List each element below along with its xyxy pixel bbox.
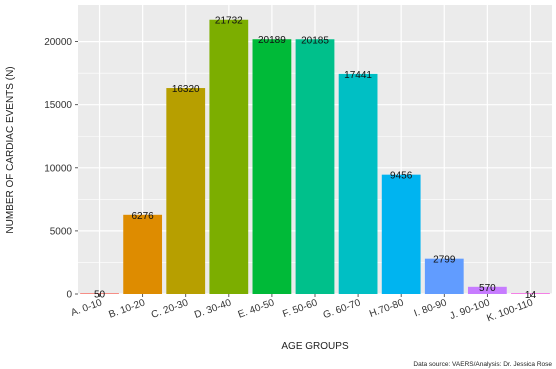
bar-9 bbox=[424, 258, 464, 294]
x-tick-label: K. 100-110 bbox=[485, 297, 534, 324]
x-tick-label: J. 90-100 bbox=[448, 297, 491, 322]
data-label-9: 2799 bbox=[433, 255, 456, 266]
data-label-3: 16320 bbox=[172, 84, 200, 95]
x-axis: A. 0-10 B. 10-20 C. 20-30 D. 30-40 E. 40-50 F… bbox=[70, 294, 535, 324]
data-label-10: 570 bbox=[479, 283, 496, 294]
x-tick-label: G. 60-70 bbox=[322, 297, 363, 321]
x-tick-label: A. 0-10 bbox=[70, 297, 104, 319]
x-tick-label: C. 20-30 bbox=[150, 297, 190, 321]
data-label-7: 17441 bbox=[344, 70, 372, 81]
bar-11 bbox=[511, 293, 550, 294]
bar-6 bbox=[295, 39, 335, 295]
data-label-8: 9456 bbox=[390, 171, 413, 182]
x-tick-label: I. 80-90 bbox=[413, 297, 449, 319]
bar-7 bbox=[338, 73, 378, 294]
data-label-4: 21732 bbox=[215, 16, 243, 27]
y-axis-title: NUMBER OF CARDIAC EVENTS (N) bbox=[5, 66, 16, 233]
data-label-5: 20189 bbox=[258, 35, 286, 46]
bar-10 bbox=[467, 286, 507, 294]
bar-4 bbox=[209, 19, 249, 294]
x-axis-title: AGE GROUPS bbox=[281, 341, 349, 352]
data-source-note: Data source: VAERS/Analysis: Dr. Jessica… bbox=[413, 361, 552, 368]
bars bbox=[80, 19, 550, 295]
x-tick-label: H.70-80 bbox=[368, 297, 406, 320]
y-tick-label: 20000 bbox=[44, 37, 72, 48]
x-tick-label: B. 10-20 bbox=[107, 297, 147, 320]
data-label-6: 20185 bbox=[301, 35, 329, 46]
bar-5 bbox=[252, 39, 292, 294]
x-tick-label: E. 40-50 bbox=[237, 297, 277, 320]
x-tick-label: D. 30-40 bbox=[193, 297, 233, 321]
y-tick-label: 10000 bbox=[44, 163, 72, 174]
y-axis: 0 5000 10000 15000 20000 bbox=[44, 37, 78, 301]
y-tick-label: 15000 bbox=[44, 100, 72, 111]
data-label-2: 6276 bbox=[132, 211, 155, 222]
x-tick-label: F. 50-60 bbox=[281, 297, 319, 320]
y-tick-label: 5000 bbox=[50, 226, 73, 237]
y-tick-label: 0 bbox=[66, 290, 72, 301]
bar-1 bbox=[80, 293, 119, 294]
bar-8 bbox=[381, 174, 421, 294]
bar-3 bbox=[166, 88, 206, 294]
bar-2 bbox=[123, 214, 163, 294]
